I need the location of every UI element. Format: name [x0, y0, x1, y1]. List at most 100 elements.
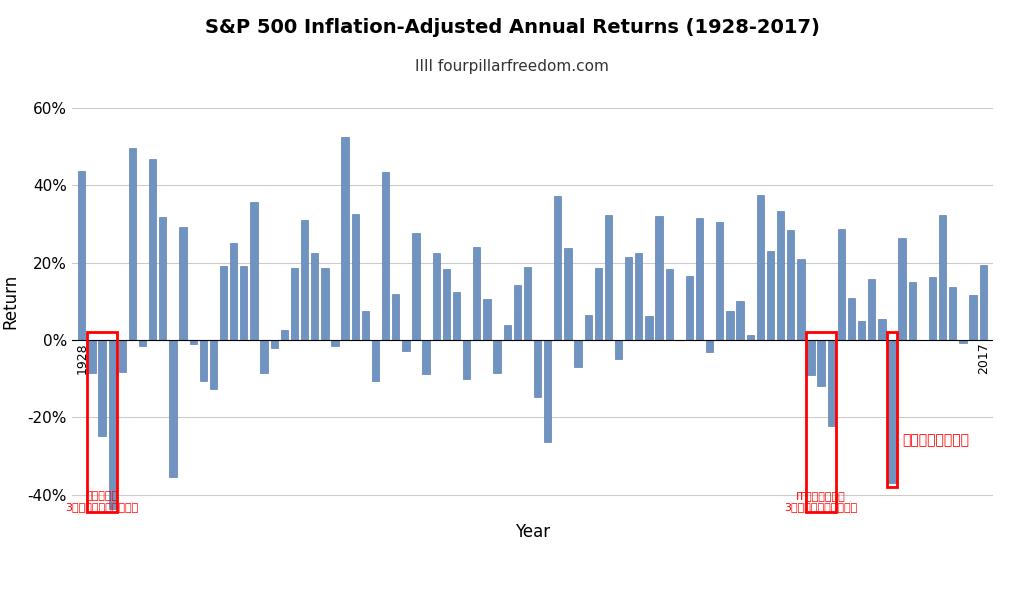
- Bar: [523, 267, 531, 340]
- Bar: [827, 340, 835, 426]
- Bar: [250, 202, 258, 340]
- Bar: [949, 287, 956, 340]
- X-axis label: Year: Year: [515, 522, 550, 541]
- Bar: [341, 137, 349, 340]
- Text: IIII fourpillarfreedom.com: IIII fourpillarfreedom.com: [415, 59, 609, 74]
- Bar: [200, 340, 207, 381]
- Bar: [119, 340, 126, 372]
- Bar: [392, 294, 399, 340]
- Bar: [879, 319, 886, 340]
- Bar: [605, 215, 612, 340]
- Bar: [372, 340, 379, 381]
- Bar: [494, 340, 501, 373]
- Bar: [260, 340, 267, 373]
- Bar: [595, 268, 602, 340]
- Bar: [361, 311, 369, 340]
- Bar: [159, 216, 167, 340]
- Bar: [868, 279, 876, 340]
- Bar: [150, 160, 157, 340]
- Bar: [777, 211, 784, 340]
- Bar: [169, 340, 176, 477]
- Bar: [817, 340, 824, 386]
- Bar: [78, 171, 85, 340]
- Bar: [463, 340, 470, 379]
- Bar: [615, 340, 623, 359]
- Bar: [179, 227, 186, 340]
- Bar: [887, 332, 897, 487]
- Bar: [959, 340, 967, 343]
- Bar: [483, 299, 490, 340]
- Bar: [767, 251, 774, 340]
- Bar: [98, 340, 105, 436]
- Bar: [889, 340, 896, 483]
- Bar: [686, 276, 693, 340]
- Bar: [322, 268, 329, 340]
- Bar: [473, 247, 480, 340]
- Bar: [838, 229, 845, 340]
- Bar: [453, 292, 460, 340]
- Bar: [564, 248, 571, 340]
- Bar: [301, 220, 308, 340]
- Bar: [442, 268, 450, 340]
- Bar: [848, 298, 855, 340]
- Bar: [939, 215, 946, 340]
- Bar: [746, 335, 754, 340]
- Bar: [929, 277, 936, 340]
- Bar: [585, 315, 592, 340]
- Text: 1928: 1928: [76, 342, 88, 374]
- Y-axis label: Return: Return: [1, 274, 19, 329]
- Bar: [757, 194, 764, 340]
- Bar: [270, 340, 278, 348]
- Bar: [220, 266, 227, 340]
- Bar: [129, 148, 136, 340]
- Bar: [736, 301, 743, 340]
- Bar: [332, 340, 339, 346]
- Bar: [970, 294, 977, 340]
- Bar: [504, 324, 511, 340]
- Text: S&P 500 Inflation-Adjusted Annual Returns (1928-2017): S&P 500 Inflation-Adjusted Annual Return…: [205, 18, 819, 37]
- Bar: [898, 238, 906, 340]
- Bar: [655, 216, 663, 340]
- Text: 世界恐慢：
3年連続大きくマイナス: 世界恐慢： 3年連続大きくマイナス: [66, 491, 138, 512]
- Bar: [635, 253, 642, 340]
- Bar: [189, 340, 197, 345]
- Bar: [908, 282, 915, 340]
- Bar: [716, 222, 724, 340]
- Bar: [807, 340, 815, 375]
- Bar: [707, 340, 714, 352]
- Bar: [423, 340, 430, 375]
- Bar: [666, 269, 673, 340]
- Bar: [554, 196, 561, 340]
- Text: 2017: 2017: [977, 342, 989, 374]
- Bar: [382, 172, 389, 340]
- Bar: [109, 340, 116, 509]
- Bar: [139, 340, 146, 346]
- Bar: [281, 330, 288, 340]
- Bar: [432, 252, 440, 340]
- Bar: [726, 311, 733, 340]
- Bar: [241, 267, 248, 340]
- Bar: [351, 214, 358, 340]
- Bar: [625, 257, 633, 340]
- Bar: [696, 217, 703, 340]
- Bar: [413, 233, 420, 340]
- Bar: [311, 253, 318, 340]
- Bar: [806, 332, 837, 512]
- Text: ITバブル崩壊：
3年連続大きくマイナス: ITバブル崩壊： 3年連続大きくマイナス: [784, 491, 858, 512]
- Bar: [514, 285, 521, 340]
- Bar: [291, 268, 298, 340]
- Bar: [402, 340, 410, 352]
- Bar: [544, 340, 551, 443]
- Bar: [858, 321, 865, 340]
- Bar: [798, 259, 805, 340]
- Bar: [87, 332, 118, 512]
- Bar: [230, 243, 238, 340]
- Bar: [645, 316, 652, 340]
- Bar: [534, 340, 542, 397]
- Bar: [980, 265, 987, 340]
- Text: リーマンショック: リーマンショック: [902, 434, 969, 447]
- Bar: [210, 340, 217, 389]
- Bar: [787, 229, 795, 340]
- Bar: [574, 340, 582, 367]
- Bar: [88, 340, 95, 372]
